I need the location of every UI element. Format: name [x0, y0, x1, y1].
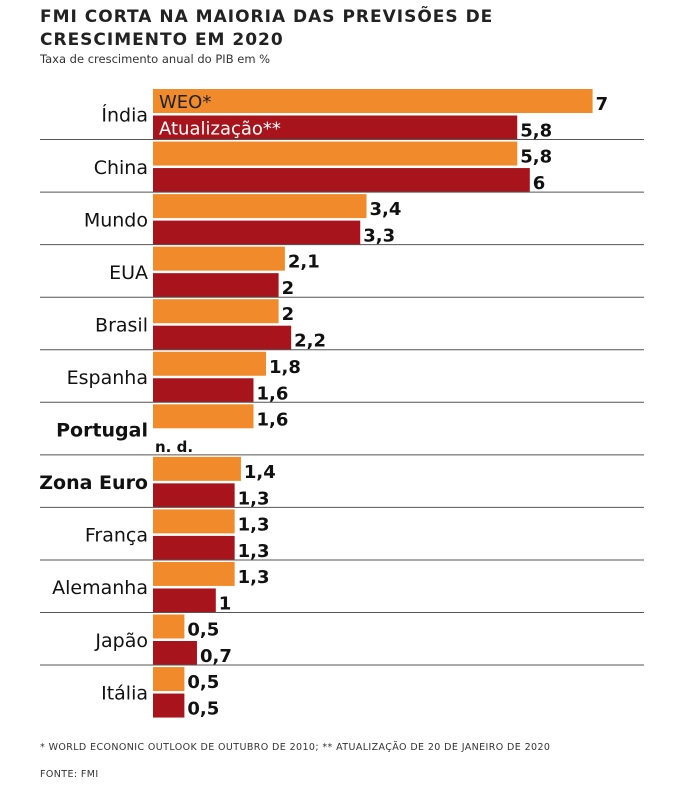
bar-weo-eua [153, 246, 285, 271]
value-label-update-franca: 1,3 [238, 541, 270, 562]
value-label-weo-china: 5,8 [520, 147, 552, 168]
category-label-china: China [94, 157, 148, 179]
bar-weo-china [153, 141, 518, 166]
chart-title: FMI CORTA NA MAIORIA DAS PREVISÕES DE CR… [40, 7, 494, 50]
bar-update-italia [153, 693, 185, 718]
value-label-weo-alemanha: 1,3 [238, 567, 270, 588]
legend-weo: WEO* [159, 92, 211, 113]
category-label-japao: Japão [94, 630, 148, 652]
value-label-update-india: 5,8 [520, 121, 552, 142]
chart-subtitle: Taxa de crescimento anual do PIB em % [40, 52, 271, 66]
bar-update-eua [153, 273, 279, 298]
bar-update-espanha [153, 378, 254, 403]
value-label-update-italia: 0,5 [187, 699, 219, 720]
value-label-update-china: 6 [533, 173, 546, 194]
value-label-update-espanha: 1,6 [256, 383, 288, 404]
category-label-alemanha: Alemanha [52, 577, 148, 599]
source-note: FONTE: FMI [40, 769, 99, 780]
value-label-update-japao: 0,7 [200, 646, 232, 667]
bar-update-china [153, 168, 530, 193]
bar-update-india [153, 115, 518, 140]
bar-update-mundo [153, 220, 361, 245]
value-label-weo-franca: 1,3 [238, 514, 270, 535]
value-label-weo-zona-euro: 1,4 [244, 462, 276, 483]
bar-weo-mundo [153, 194, 367, 219]
bar-weo-india [153, 89, 593, 113]
bar-weo-japao [153, 614, 185, 639]
category-label-mundo: Mundo [84, 209, 148, 231]
value-label-weo-espanha: 1,8 [269, 357, 301, 378]
bar-weo-zona-euro [153, 456, 241, 481]
category-label-franca: França [85, 525, 148, 547]
bar-update-zona-euro [153, 483, 235, 508]
value-label-weo-india: 7 [596, 94, 609, 115]
category-label-italia: Itália [101, 682, 148, 704]
legend-update: Atualização** [159, 119, 281, 140]
bar-update-franca [153, 535, 235, 560]
value-label-weo-portugal: 1,6 [256, 409, 288, 430]
bar-weo-brasil [153, 299, 279, 324]
value-label-weo-japao: 0,5 [187, 620, 219, 641]
value-label-weo-eua: 2,1 [288, 252, 320, 273]
category-label-brasil: Brasil [95, 314, 148, 336]
category-label-india: Índia [101, 103, 148, 126]
bar-weo-alemanha [153, 561, 235, 586]
bar-weo-italia [153, 667, 185, 692]
value-label-update-brasil: 2,2 [294, 331, 326, 352]
bar-weo-portugal [153, 404, 254, 429]
value-label-weo-italia: 0,5 [187, 672, 219, 693]
bar-update-alemanha [153, 588, 216, 613]
bar-chart: Índia 7 5,8 China 5,8 6 Mundo 3,4 3,3 EUA 2,1 2 Bras… [39, 89, 644, 720]
footnote: * WORLD ECONONIC OUTLOOK DE OUTUBRO DE 2… [40, 742, 551, 753]
category-label-espanha: Espanha [67, 367, 148, 389]
category-label-eua: EUA [109, 262, 148, 284]
bar-update-japao [153, 641, 197, 665]
category-label-zona-euro: Zona Euro [39, 472, 148, 494]
value-label-update-portugal: n. d. [155, 438, 193, 456]
bar-weo-espanha [153, 351, 267, 376]
value-label-update-zona-euro: 1,3 [238, 488, 270, 509]
value-label-update-alemanha: 1 [219, 593, 232, 614]
value-label-weo-mundo: 3,4 [370, 199, 402, 220]
bar-weo-franca [153, 509, 235, 534]
value-label-weo-brasil: 2 [282, 304, 295, 325]
bar-update-brasil [153, 325, 292, 350]
category-label-portugal: Portugal [56, 420, 148, 442]
value-label-update-eua: 2 [282, 278, 295, 299]
value-label-update-mundo: 3,3 [363, 226, 395, 247]
